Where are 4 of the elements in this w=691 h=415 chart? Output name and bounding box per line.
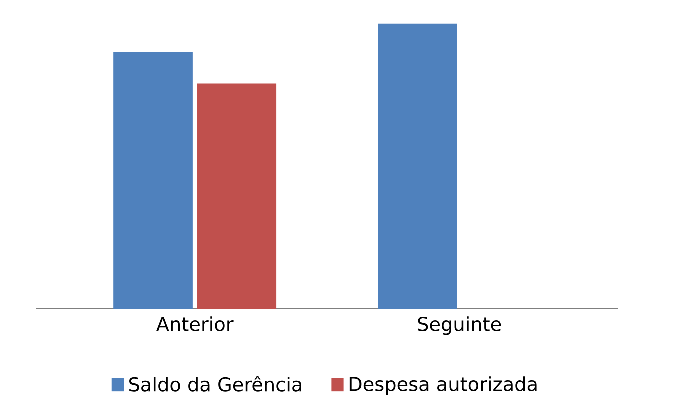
x-tick-label: Seguinte [418, 316, 502, 336]
legend-label: Despesa autorizada [350, 376, 537, 396]
x-tick-label: Anterior [156, 316, 234, 332]
legend-label: Saldo da Gerência [130, 376, 302, 392]
